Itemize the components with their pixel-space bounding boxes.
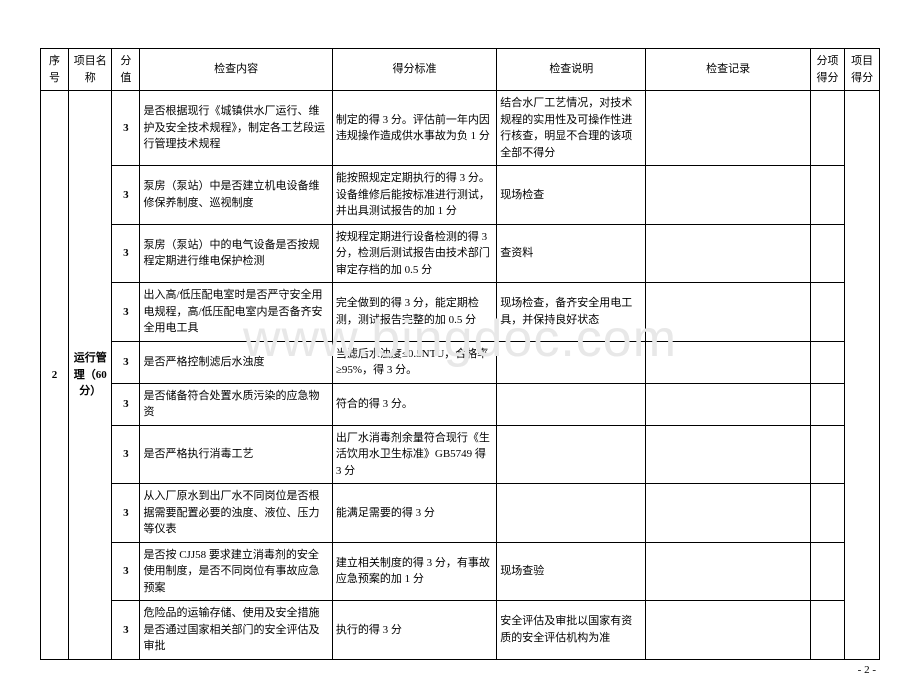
cell-criteria: 建立相关制度的得 3 分，有事故应急预案的加 1 分 — [332, 542, 496, 601]
page-number: - 2 - — [858, 664, 876, 676]
table-header-row: 序号 项目名称 分值 检查内容 得分标准 检查说明 检查记录 分项得分 项目得分 — [41, 49, 880, 91]
table-row: 3泵房（泵站）中是否建立机电设备维修保养制度、巡视制度能按照规定定期执行的得 3… — [41, 166, 880, 225]
inspection-table: 序号 项目名称 分值 检查内容 得分标准 检查说明 检查记录 分项得分 项目得分… — [40, 48, 880, 660]
table-row: 3是否严格控制滤后水浊度当滤后水浊度≤0.5NTU，合格率≥95%，得 3 分。 — [41, 341, 880, 383]
cell-score: 3 — [112, 91, 140, 166]
cell-record — [646, 91, 810, 166]
cell-criteria: 当滤后水浊度≤0.5NTU，合格率≥95%，得 3 分。 — [332, 341, 496, 383]
table-row: 3是否严格执行消毒工艺出厂水消毒剂余量符合现行《生活饮用水卫生标准》GB5749… — [41, 425, 880, 484]
cell-subscore — [810, 425, 845, 484]
cell-desc — [497, 383, 646, 425]
col-record: 检查记录 — [646, 49, 810, 91]
cell-subscore — [810, 484, 845, 543]
cell-record — [646, 341, 810, 383]
cell-criteria: 制定的得 3 分。评估前一年内因违规操作造成供水事故为负 1 分 — [332, 91, 496, 166]
table-row: 3从入厂原水到出厂水不同岗位是否根据需要配置必要的浊度、液位、压力等仪表能满足需… — [41, 484, 880, 543]
cell-desc: 安全评估及审批以国家有资质的安全评估机构为准 — [497, 601, 646, 660]
cell-score: 3 — [112, 283, 140, 342]
cell-content: 泵房（泵站）中的电气设备是否按规程定期进行维电保护检测 — [140, 224, 332, 283]
cell-criteria: 完全做到的得 3 分，能定期检测，测试报告完整的加 0.5 分 — [332, 283, 496, 342]
cell-record — [646, 383, 810, 425]
table-row: 3出入高/低压配电室时是否严守安全用电规程，高/低压配电室内是否备齐安全用电工具… — [41, 283, 880, 342]
cell-criteria: 执行的得 3 分 — [332, 601, 496, 660]
cell-record — [646, 542, 810, 601]
cell-content: 是否严格控制滤后水浊度 — [140, 341, 332, 383]
table-row: 3泵房（泵站）中的电气设备是否按规程定期进行维电保护检测按规程定期进行设备检测的… — [41, 224, 880, 283]
cell-subscore — [810, 341, 845, 383]
cell-subscore — [810, 542, 845, 601]
cell-desc: 现场检查，备齐安全用电工具，并保持良好状态 — [497, 283, 646, 342]
col-subscore: 分项得分 — [810, 49, 845, 91]
cell-desc — [497, 425, 646, 484]
cell-desc: 现场查验 — [497, 542, 646, 601]
cell-subscore — [810, 166, 845, 225]
cell-score: 3 — [112, 601, 140, 660]
cell-record — [646, 425, 810, 484]
table-row: 3危险品的运输存储、使用及安全措施是否通过国家相关部门的安全评估及审批执行的得 … — [41, 601, 880, 660]
cell-record — [646, 601, 810, 660]
table-row: 3是否储备符合处置水质污染的应急物资符合的得 3 分。 — [41, 383, 880, 425]
group-name: 运行管理（60 分） — [69, 91, 112, 660]
cell-score: 3 — [112, 484, 140, 543]
cell-content: 是否储备符合处置水质污染的应急物资 — [140, 383, 332, 425]
cell-criteria: 能按照规定定期执行的得 3 分。设备维修后能按标准进行测试，并出具测试报告的加 … — [332, 166, 496, 225]
cell-desc — [497, 484, 646, 543]
col-item: 项目名称 — [69, 49, 112, 91]
cell-score: 3 — [112, 383, 140, 425]
cell-desc: 现场检查 — [497, 166, 646, 225]
col-itemscore: 项目得分 — [845, 49, 880, 91]
cell-score: 3 — [112, 341, 140, 383]
cell-criteria: 符合的得 3 分。 — [332, 383, 496, 425]
cell-record — [646, 166, 810, 225]
cell-criteria: 能满足需要的得 3 分 — [332, 484, 496, 543]
group-seq: 2 — [41, 91, 69, 660]
table-row: 2运行管理（60 分）3是否根据现行《城镇供水厂运行、维护及安全技术规程》，制定… — [41, 91, 880, 166]
cell-score: 3 — [112, 542, 140, 601]
cell-desc: 查资料 — [497, 224, 646, 283]
col-desc: 检查说明 — [497, 49, 646, 91]
col-content: 检查内容 — [140, 49, 332, 91]
cell-itemscore — [845, 91, 880, 660]
cell-content: 是否严格执行消毒工艺 — [140, 425, 332, 484]
cell-content: 泵房（泵站）中是否建立机电设备维修保养制度、巡视制度 — [140, 166, 332, 225]
col-criteria: 得分标准 — [332, 49, 496, 91]
col-seq: 序号 — [41, 49, 69, 91]
cell-subscore — [810, 601, 845, 660]
cell-content: 是否按 CJJ58 要求建立消毒剂的安全使用制度，是否不同岗位有事故应急预案 — [140, 542, 332, 601]
col-score: 分值 — [112, 49, 140, 91]
cell-subscore — [810, 383, 845, 425]
cell-content: 出入高/低压配电室时是否严守安全用电规程，高/低压配电室内是否备齐安全用电工具 — [140, 283, 332, 342]
table-row: 3是否按 CJJ58 要求建立消毒剂的安全使用制度，是否不同岗位有事故应急预案建… — [41, 542, 880, 601]
cell-subscore — [810, 224, 845, 283]
cell-criteria: 出厂水消毒剂余量符合现行《生活饮用水卫生标准》GB5749 得 3 分 — [332, 425, 496, 484]
cell-desc: 结合水厂工艺情况，对技术规程的实用性及可操作性进行核查，明显不合理的该项全部不得… — [497, 91, 646, 166]
cell-score: 3 — [112, 425, 140, 484]
cell-record — [646, 224, 810, 283]
cell-subscore — [810, 283, 845, 342]
cell-score: 3 — [112, 224, 140, 283]
cell-criteria: 按规程定期进行设备检测的得 3 分，检测后测试报告由技术部门审定存档的加 0.5… — [332, 224, 496, 283]
cell-desc — [497, 341, 646, 383]
cell-score: 3 — [112, 166, 140, 225]
cell-record — [646, 283, 810, 342]
cell-record — [646, 484, 810, 543]
cell-content: 是否根据现行《城镇供水厂运行、维护及安全技术规程》，制定各工艺段运行管理技术规程 — [140, 91, 332, 166]
cell-content: 危险品的运输存储、使用及安全措施是否通过国家相关部门的安全评估及审批 — [140, 601, 332, 660]
cell-subscore — [810, 91, 845, 166]
cell-content: 从入厂原水到出厂水不同岗位是否根据需要配置必要的浊度、液位、压力等仪表 — [140, 484, 332, 543]
